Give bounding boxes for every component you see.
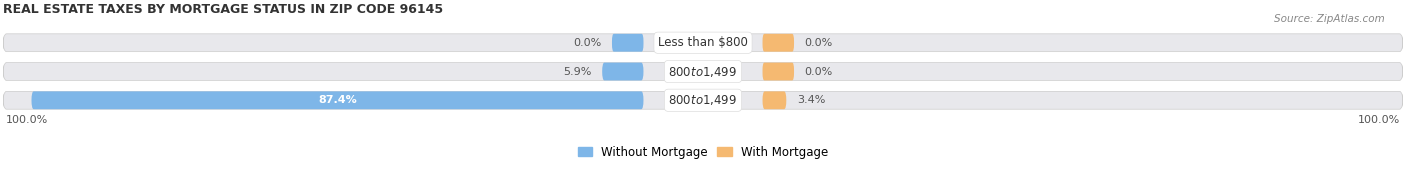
Text: REAL ESTATE TAXES BY MORTGAGE STATUS IN ZIP CODE 96145: REAL ESTATE TAXES BY MORTGAGE STATUS IN … bbox=[3, 3, 443, 16]
Text: 100.0%: 100.0% bbox=[6, 115, 49, 125]
Text: 3.4%: 3.4% bbox=[797, 95, 825, 105]
Text: 0.0%: 0.0% bbox=[574, 38, 602, 48]
Text: $800 to $1,499: $800 to $1,499 bbox=[668, 64, 738, 79]
Text: Less than $800: Less than $800 bbox=[658, 36, 748, 49]
FancyBboxPatch shape bbox=[612, 34, 644, 52]
FancyBboxPatch shape bbox=[31, 91, 644, 109]
Text: 0.0%: 0.0% bbox=[804, 38, 832, 48]
Legend: Without Mortgage, With Mortgage: Without Mortgage, With Mortgage bbox=[574, 141, 832, 163]
Text: 87.4%: 87.4% bbox=[318, 95, 357, 105]
FancyBboxPatch shape bbox=[762, 34, 794, 52]
Text: Source: ZipAtlas.com: Source: ZipAtlas.com bbox=[1274, 14, 1385, 24]
Text: 0.0%: 0.0% bbox=[804, 66, 832, 76]
FancyBboxPatch shape bbox=[3, 63, 1403, 80]
FancyBboxPatch shape bbox=[602, 63, 644, 80]
FancyBboxPatch shape bbox=[3, 91, 1403, 109]
Text: 5.9%: 5.9% bbox=[564, 66, 592, 76]
FancyBboxPatch shape bbox=[762, 91, 786, 109]
Text: 100.0%: 100.0% bbox=[1357, 115, 1400, 125]
Text: $800 to $1,499: $800 to $1,499 bbox=[668, 93, 738, 107]
FancyBboxPatch shape bbox=[3, 34, 1403, 52]
FancyBboxPatch shape bbox=[762, 63, 794, 80]
